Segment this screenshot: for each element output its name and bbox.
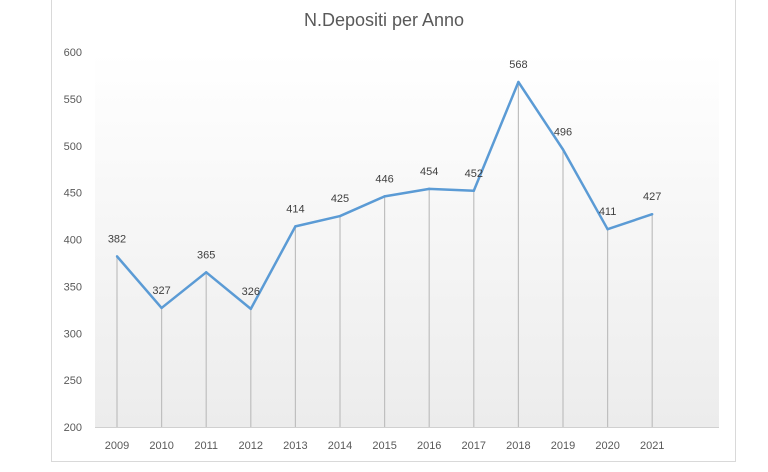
data-point [205, 271, 208, 274]
x-tick-label: 2013 [283, 440, 307, 452]
y-tick-label: 500 [64, 141, 82, 153]
x-tick-label: 2009 [105, 440, 129, 452]
y-tick-label: 450 [64, 188, 82, 200]
data-label: 446 [375, 173, 393, 185]
data-point [294, 225, 297, 228]
x-tick-label: 2016 [417, 440, 441, 452]
data-label: 452 [465, 168, 483, 180]
data-label: 414 [286, 203, 304, 215]
data-point [338, 214, 342, 218]
x-tick-label: 2017 [462, 440, 486, 452]
x-tick-label: 2021 [640, 440, 664, 452]
data-point [561, 148, 565, 151]
data-point [517, 80, 520, 84]
data-label: 382 [108, 233, 126, 245]
data-point [428, 187, 431, 191]
x-tick-label: 2020 [595, 440, 619, 452]
data-label: 568 [509, 59, 527, 71]
data-label: 454 [420, 166, 438, 178]
y-tick-label: 200 [64, 422, 82, 434]
data-label: 365 [197, 249, 215, 261]
x-tick-label: 2011 [194, 440, 218, 452]
y-tick-label: 600 [64, 47, 82, 59]
data-label: 427 [643, 191, 661, 203]
data-point [115, 255, 119, 258]
x-tick-label: 2019 [551, 440, 575, 452]
data-point [249, 307, 252, 311]
x-tick-label: 2018 [506, 440, 530, 452]
data-point [606, 227, 609, 231]
data-label: 425 [331, 193, 349, 205]
data-point [472, 189, 475, 192]
y-tick-label: 400 [64, 235, 82, 247]
plot-area [95, 52, 719, 428]
data-label: 411 [599, 206, 617, 218]
y-tick-label: 550 [64, 94, 82, 106]
data-point [160, 306, 163, 310]
y-tick-label: 350 [64, 281, 82, 293]
data-point [383, 195, 386, 198]
y-tick-label: 300 [64, 328, 82, 340]
x-tick-label: 2012 [239, 440, 263, 452]
data-label: 327 [152, 285, 170, 297]
chart-title: N.Depositi per Anno [303, 10, 465, 30]
x-tick-label: 2015 [372, 440, 396, 452]
x-tick-label: 2010 [149, 440, 173, 452]
data-label: 496 [554, 127, 572, 139]
data-label: 326 [242, 286, 260, 298]
x-tick-label: 2014 [328, 440, 352, 452]
data-point [651, 212, 654, 216]
y-tick-label: 250 [64, 375, 82, 387]
